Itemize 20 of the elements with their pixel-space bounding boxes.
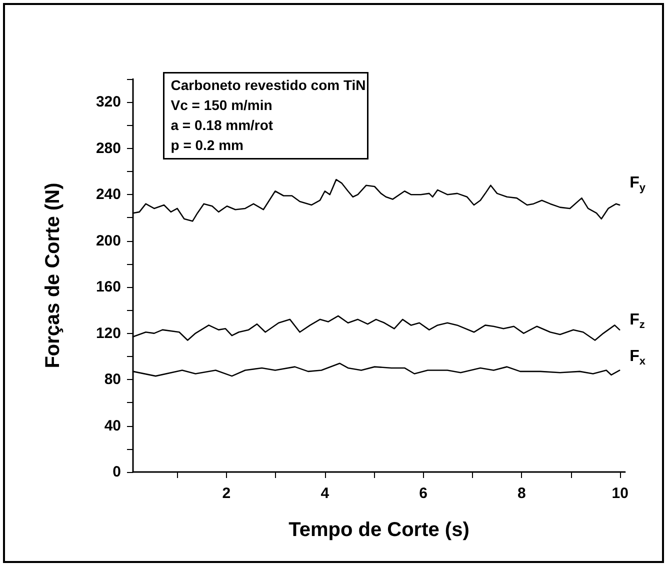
x-tick-label: 4 [320,485,330,502]
annotation: Carboneto revestido com TiN [170,76,366,93]
y-tick-label: 40 [104,417,121,434]
annotation: Vc = 150 m/min [170,96,272,113]
y-tick-label: 0 [112,464,121,480]
y-axis-title: Forças de Corte (N) [42,182,64,368]
y-tick-label: 200 [96,232,121,250]
y-tick-label: 320 [96,94,121,111]
x-tick-label: 10 [612,485,628,502]
y-tick-label: 240 [96,186,121,204]
x-tick-label: 6 [419,485,428,502]
y-tick-label: 120 [96,324,121,342]
y-tick-label: 280 [96,140,121,157]
annotation: a = 0.18 mm/rot [170,116,274,133]
x-tick-label: 2 [222,485,231,502]
y-tick-label: 80 [104,371,121,388]
x-tick-label: 8 [518,485,526,502]
x-axis-title: Tempo de Corte (s) [288,519,470,541]
annotation: p = 0.2 mm [170,136,244,153]
y-tick-label: 160 [96,278,121,296]
